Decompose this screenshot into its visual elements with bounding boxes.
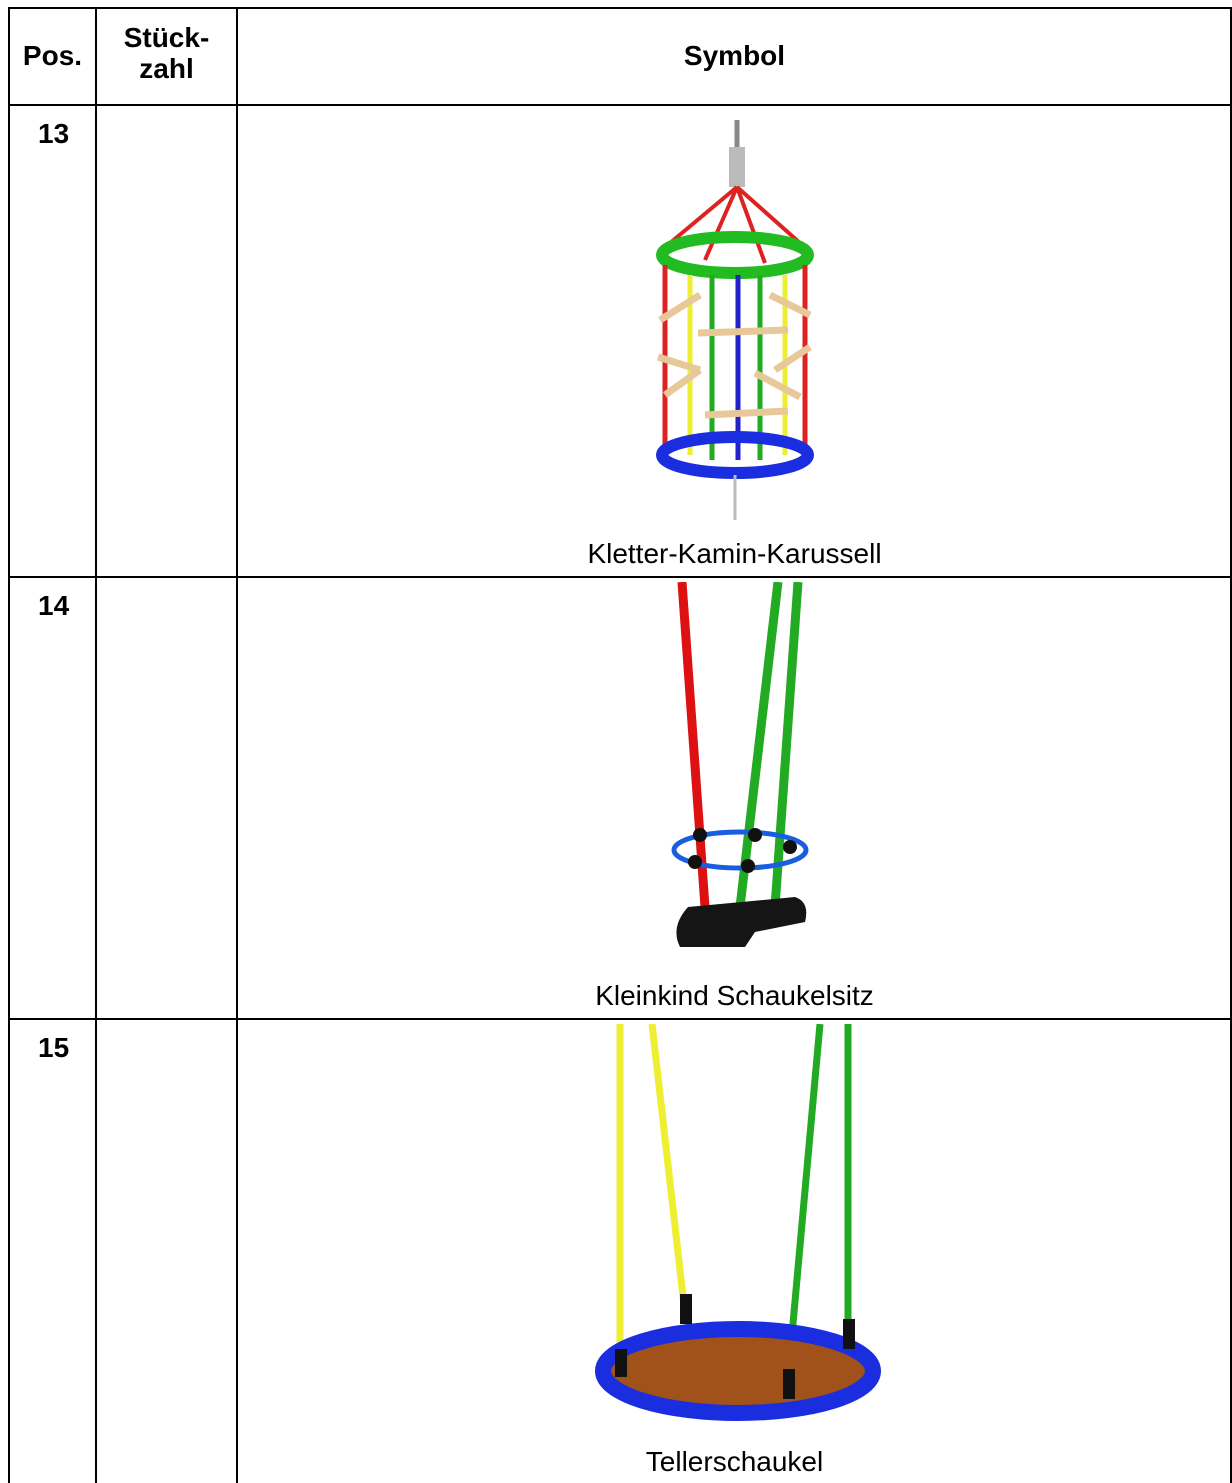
header-symbol: Symbol (237, 40, 1232, 72)
illustration-toddler-seat (660, 582, 820, 962)
row-caption: Tellerschaukel (237, 1446, 1232, 1478)
row-pos: 15 (38, 1032, 69, 1064)
illustration-plate-swing (590, 1024, 890, 1424)
header-pos: Pos. (9, 40, 96, 72)
row-pos: 14 (38, 590, 69, 622)
page: Pos. Stück- zahl Symbol 13 14 15 Kletter… (0, 0, 1232, 1483)
row-caption: Kletter-Kamin-Karussell (237, 538, 1232, 570)
row-pos: 13 (38, 118, 69, 150)
header-quantity: Stück- zahl (96, 22, 237, 84)
row-caption: Kleinkind Schaukelsitz (237, 980, 1232, 1012)
illustration-climbing-carousel (640, 115, 840, 535)
header-quantity-line: zahl (96, 53, 237, 84)
header-quantity-line: Stück- (96, 22, 237, 53)
